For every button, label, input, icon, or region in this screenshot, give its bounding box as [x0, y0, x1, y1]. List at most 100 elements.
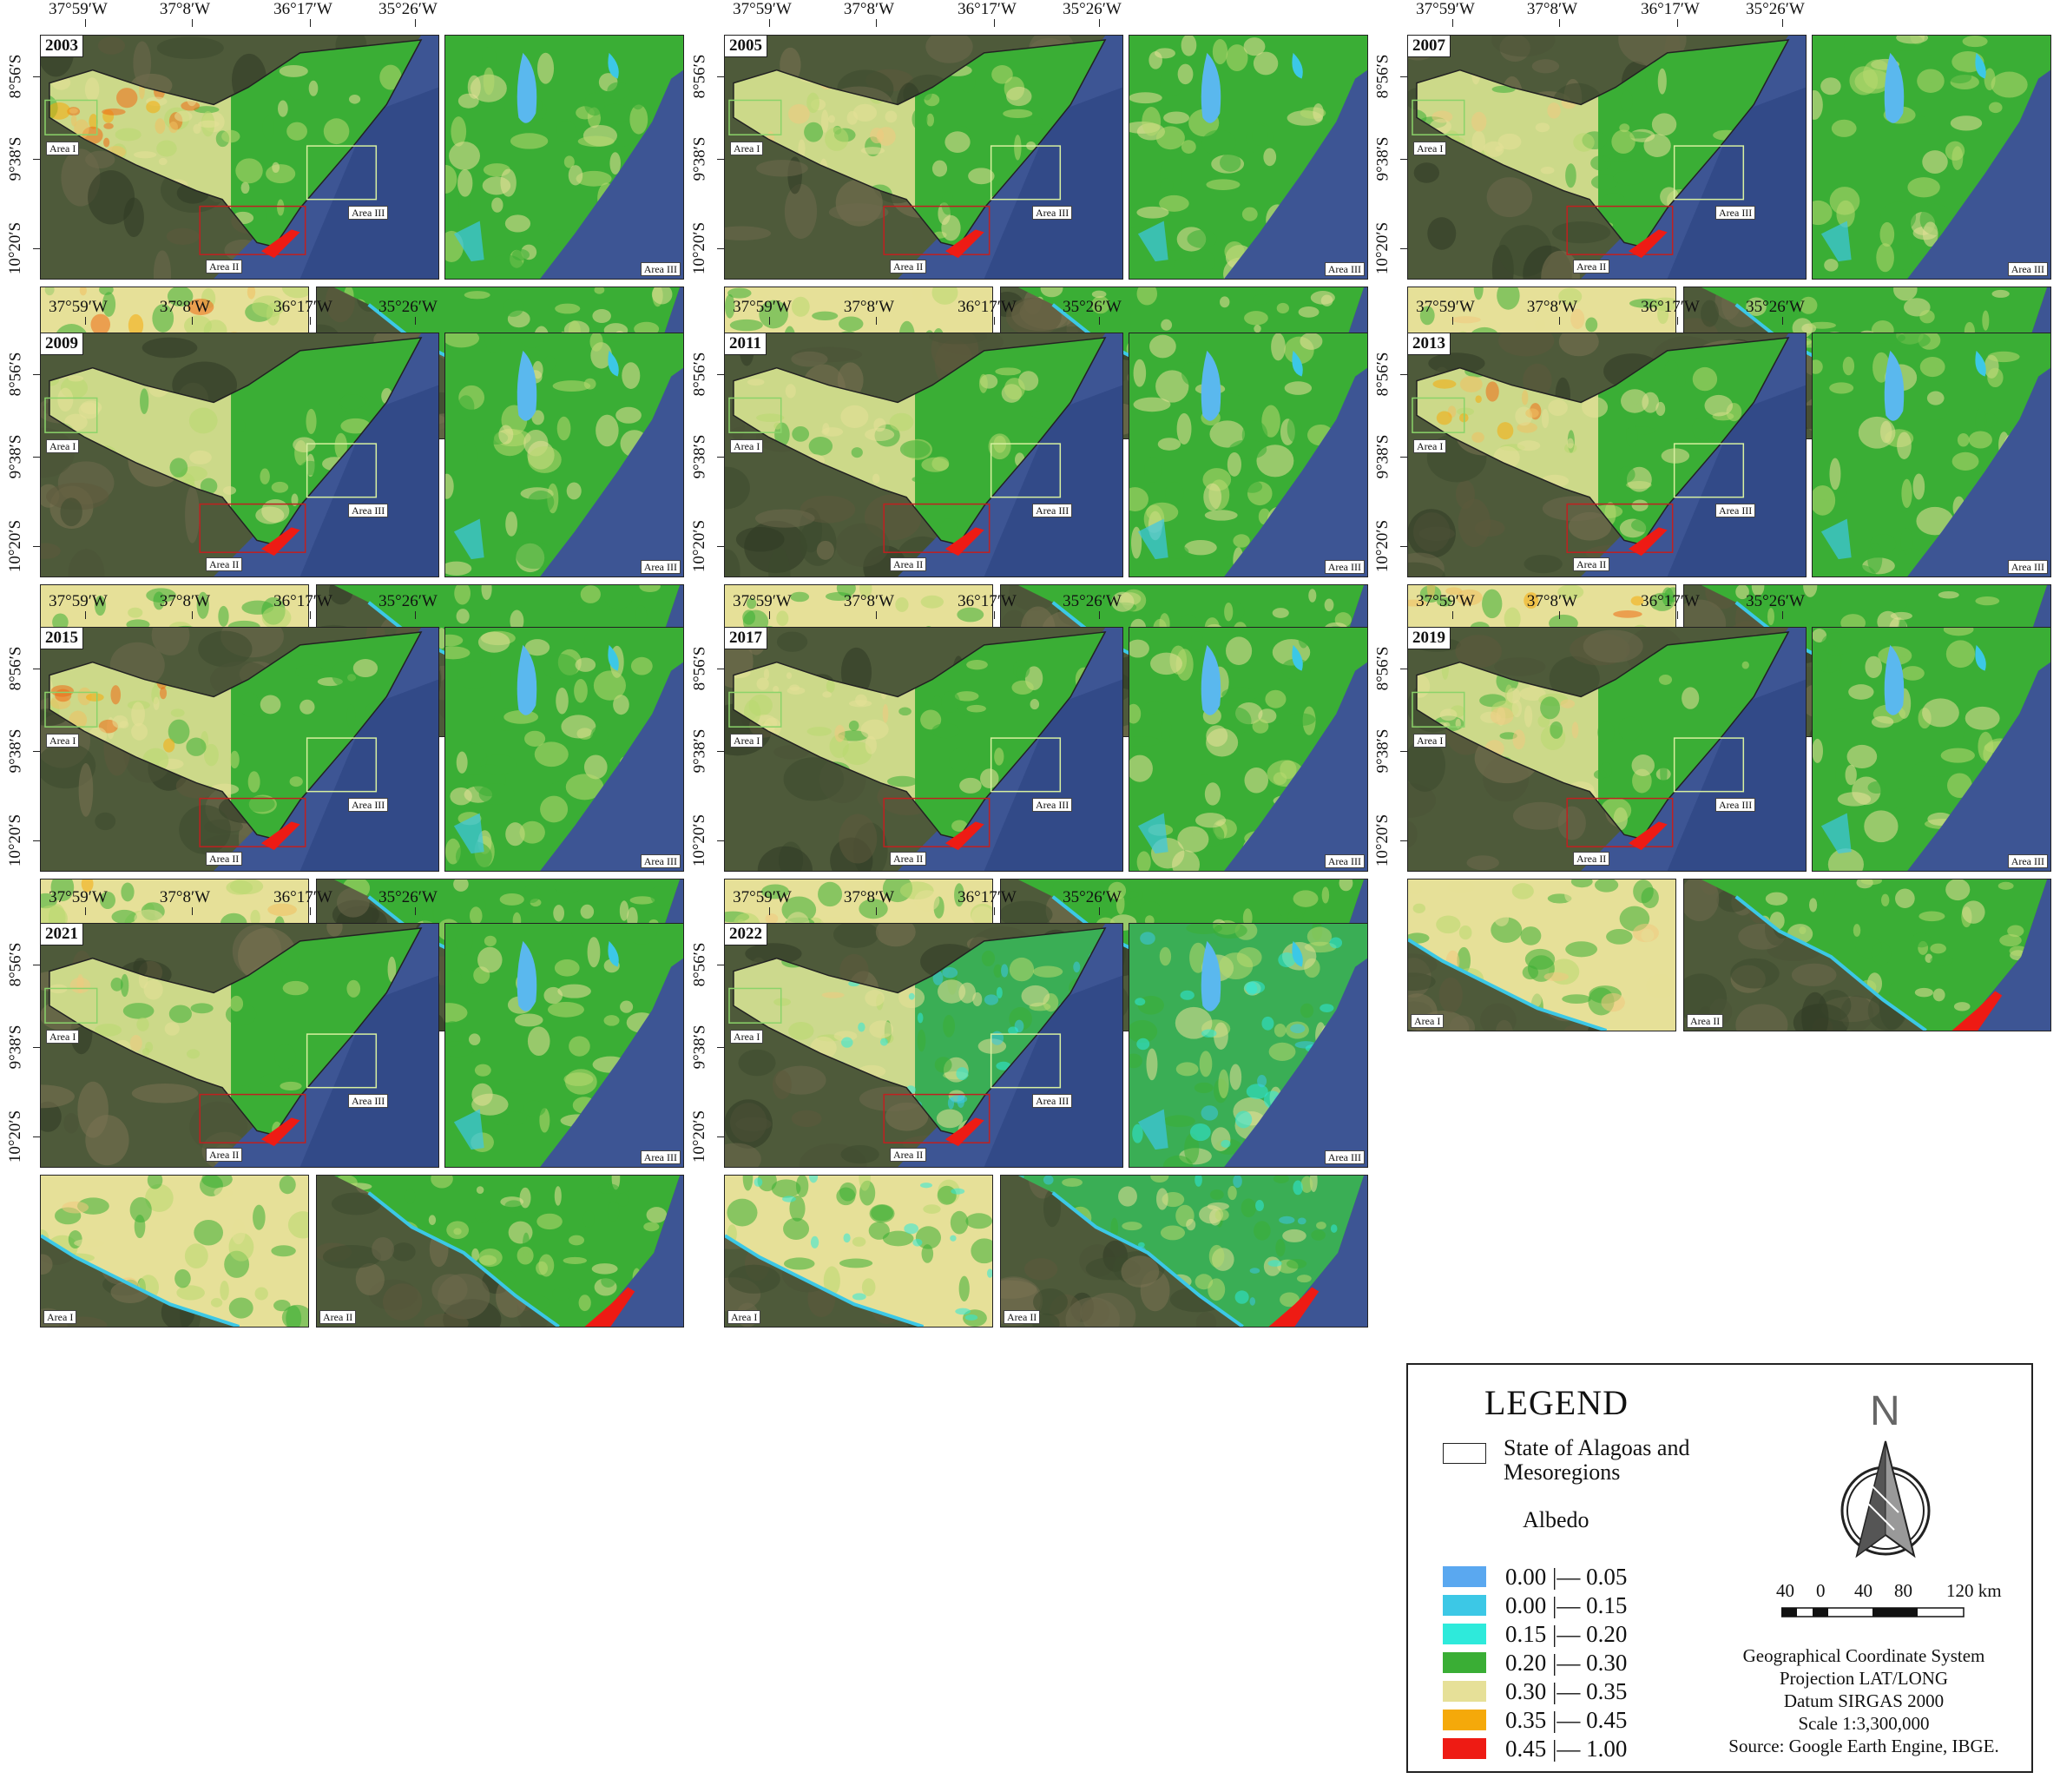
main-map-2022: 2022 Area I Area III Area II	[724, 923, 1123, 1168]
area-tag-area1: Area I	[1413, 734, 1447, 748]
longitude-tick	[415, 19, 416, 27]
year-label: 2021	[41, 924, 83, 945]
albedo-class: 0.00 |— 0.15	[1443, 1592, 1627, 1618]
longitude-tick	[192, 907, 193, 915]
longitude-label: 35°26′W	[1063, 298, 1122, 316]
latitude-tick	[33, 76, 41, 77]
scale-label: 0	[1816, 1580, 1826, 1601]
latitude-text: 10°20′S	[690, 221, 709, 275]
latitude-text: 10°20′S	[690, 814, 709, 867]
longitude-label: 37°8′W	[159, 592, 211, 610]
area1-zoom-2021: Area I	[40, 1175, 309, 1328]
north-letter: N	[1870, 1388, 1900, 1434]
area-tag-area3: Area III	[2007, 854, 2048, 868]
area3-zoom-2013: Area III	[1812, 333, 2051, 577]
area-tag-area1: Area I	[46, 1030, 80, 1044]
latitude-text: 9°38′S	[1373, 728, 1392, 774]
area-tag-area3: Area III	[348, 504, 389, 517]
longitude-tick	[415, 317, 416, 325]
north-arrow-icon	[1840, 1440, 1931, 1558]
latitude-text: 9°38′S	[690, 1024, 709, 1070]
longitude-label: 35°26′W	[378, 888, 438, 906]
albedo-swatch	[1443, 1566, 1486, 1587]
latitude-text: 8°56′S	[690, 54, 709, 99]
latitude-label: 10°20′S	[1372, 520, 1393, 572]
latitude-label: 8°56′S	[689, 943, 710, 987]
longitude-tick	[1099, 317, 1100, 325]
year-label: 2015	[41, 628, 83, 649]
latitude-tick	[717, 1047, 725, 1048]
longitude-tick	[769, 907, 770, 915]
area-tag-area1: Area I	[46, 734, 80, 748]
latitude-tick	[33, 1047, 41, 1048]
latitude-label: 10°20′S	[5, 222, 26, 274]
scale-label: 120 km	[1946, 1580, 2002, 1601]
longitude-tick	[994, 907, 995, 915]
latitude-text: 10°20′S	[6, 519, 25, 573]
area-tag-area1: Area I	[730, 734, 764, 748]
area-tag-area3: Area III	[2007, 560, 2048, 574]
longitude-label: 36°17′W	[958, 888, 1017, 906]
area-tag-area2: Area II	[890, 557, 927, 571]
main-map-2017: 2017 Area I Area III Area II	[724, 627, 1123, 872]
longitude-tick	[876, 19, 877, 27]
area-tag-area3: Area III	[1324, 262, 1365, 276]
latitude-text: 10°20′S	[6, 814, 25, 867]
area-tag-area3: Area III	[1032, 798, 1073, 812]
latitude-text: 8°56′S	[690, 942, 709, 987]
area-tag-area3: Area III	[1324, 1150, 1365, 1164]
longitude-tick	[310, 317, 311, 325]
longitude-label: 35°26′W	[378, 0, 438, 18]
latitude-label: 8°56′S	[1372, 55, 1393, 99]
longitude-tick	[310, 19, 311, 27]
longitude-tick	[415, 611, 416, 619]
longitude-tick	[85, 19, 86, 27]
albedo-class: 0.30 |— 0.35	[1443, 1678, 1627, 1704]
area-tag-area3: Area III	[1032, 206, 1073, 220]
longitude-tick	[769, 19, 770, 27]
info-line: Source: Google Earth Engine, IBGE.	[1728, 1736, 1999, 1756]
longitude-label: 37°59′W	[49, 888, 108, 906]
scale-label: 40	[1776, 1580, 1794, 1601]
albedo-swatch	[1443, 1738, 1486, 1759]
longitude-tick	[310, 907, 311, 915]
area-tag-area3: Area III	[1324, 560, 1365, 574]
area-tag-area3: Area III	[1324, 854, 1365, 868]
latitude-label: 9°38′S	[689, 1025, 710, 1070]
year-label: 2003	[41, 36, 83, 57]
albedo-class-label: 0.00 |— 0.05	[1505, 1563, 1628, 1590]
longitude-label: 37°59′W	[733, 298, 792, 316]
longitude-tick	[1452, 19, 1453, 27]
longitude-tick	[85, 611, 86, 619]
longitude-label: 37°59′W	[1416, 298, 1475, 316]
latitude-tick	[33, 248, 41, 249]
longitude-tick	[1099, 19, 1100, 27]
longitude-label: 37°8′W	[1526, 592, 1578, 610]
longitude-tick	[1782, 19, 1783, 27]
latitude-text: 8°56′S	[1373, 54, 1392, 99]
area-tag-area2: Area II	[206, 1148, 243, 1162]
longitude-tick	[310, 611, 311, 619]
longitude-tick	[994, 317, 995, 325]
latitude-text: 8°56′S	[6, 942, 25, 987]
longitude-label: 37°59′W	[1416, 592, 1475, 610]
longitude-tick	[192, 611, 193, 619]
map-info: Geographical Coordinate System Projection…	[1712, 1644, 2016, 1757]
longitude-label: 35°26′W	[378, 592, 438, 610]
latitude-text: 8°56′S	[1373, 352, 1392, 397]
latitude-text: 9°38′S	[6, 728, 25, 774]
main-map-2021: 2021 Area I Area III Area II	[40, 923, 439, 1168]
latitude-label: 8°56′S	[1372, 352, 1393, 397]
main-map-2011: 2011 Area I Area III Area II	[724, 333, 1123, 577]
latitude-tick	[1400, 457, 1408, 458]
latitude-label: 8°56′S	[689, 647, 710, 691]
latitude-text: 9°38′S	[6, 136, 25, 181]
latitude-text: 8°56′S	[6, 646, 25, 691]
longitude-tick	[1677, 611, 1678, 619]
area-tag-area2: Area II	[206, 557, 243, 571]
year-label: 2022	[725, 924, 767, 945]
latitude-label: 10°20′S	[689, 814, 710, 866]
area3-zoom-2011: Area III	[1129, 333, 1368, 577]
longitude-label: 37°8′W	[843, 888, 895, 906]
albedo-swatch	[1443, 1624, 1486, 1644]
